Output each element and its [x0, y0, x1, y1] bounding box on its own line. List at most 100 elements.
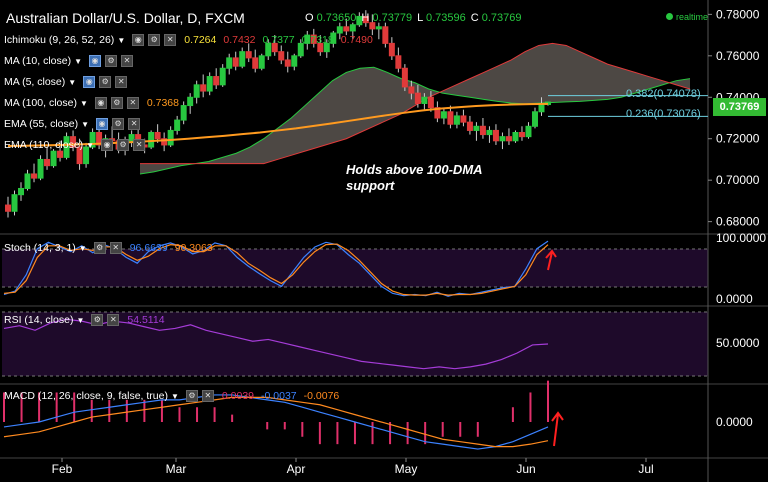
eye-icon[interactable]: ◉ [101, 139, 114, 151]
settings-icon[interactable]: ⚙ [93, 242, 106, 254]
candle-body [24, 173, 31, 189]
macd-signal-line [3, 396, 549, 448]
candle-body [505, 136, 512, 142]
settings-icon[interactable]: ⚙ [91, 314, 104, 326]
eye-icon[interactable]: ◉ [132, 34, 145, 46]
candle-body [427, 96, 434, 109]
chevron-down-icon[interactable]: ▼ [81, 119, 90, 129]
realtime-dot-icon [666, 13, 673, 20]
y-tick-label: 0.78000 [716, 7, 760, 21]
close-icon[interactable]: ✕ [164, 34, 177, 46]
chevron-down-icon[interactable]: ▼ [78, 243, 87, 253]
fib-label-382: 0.382(0.74078) [626, 88, 701, 100]
settings-icon[interactable]: ⚙ [105, 55, 118, 67]
candle-body [499, 136, 506, 142]
indicator-row: EMA (55, close) ▼ ◉ ⚙ ✕ [4, 118, 141, 130]
candle-body [44, 158, 51, 167]
eye-icon[interactable]: ◉ [96, 118, 109, 130]
candle-body [31, 173, 38, 179]
macd-legend: MACD (12, 26, close, 9, false, true) ▼ ⚙ ✕… [4, 390, 339, 402]
stoch-label[interactable]: Stoch (14, 3, 1) [4, 242, 76, 254]
close-icon[interactable]: ✕ [201, 390, 214, 402]
stoch-k-value: 96.6639 [129, 242, 168, 254]
eye-icon[interactable]: ◉ [94, 97, 107, 109]
candle-body [369, 22, 376, 30]
eye-icon[interactable]: ◉ [89, 55, 102, 67]
indicator-value: 0.7264 [184, 34, 217, 46]
settings-icon[interactable]: ⚙ [110, 97, 123, 109]
candle-body [343, 26, 350, 32]
candle-body [83, 146, 90, 165]
close-icon[interactable]: ✕ [109, 242, 122, 254]
x-tick-label: Jul [638, 462, 653, 476]
candle-body [206, 76, 213, 92]
settings-icon[interactable]: ⚙ [148, 34, 161, 46]
indicator-label[interactable]: EMA (110, close) [4, 139, 84, 151]
ichimoku-cloud [140, 43, 690, 174]
chevron-down-icon[interactable]: ▼ [170, 391, 179, 401]
rsi-label[interactable]: RSI (14, close) [4, 314, 74, 326]
ohlc-value: 0.73779 [369, 12, 413, 24]
candle-body [323, 42, 330, 53]
candle-body [473, 125, 480, 131]
chevron-down-icon[interactable]: ▼ [68, 77, 77, 87]
candle-body [466, 121, 473, 131]
close-icon[interactable]: ✕ [121, 55, 134, 67]
close-icon[interactable]: ✕ [128, 118, 141, 130]
chevron-down-icon[interactable]: ▼ [79, 98, 88, 108]
x-tick-label: Feb [52, 462, 73, 476]
settings-icon[interactable]: ⚙ [99, 76, 112, 88]
candle-body [252, 57, 259, 69]
indicator-row: EMA (110, close) ▼ ◉ ⚙ ✕ [4, 139, 146, 151]
candle-body [284, 59, 291, 67]
candle-body [148, 132, 155, 148]
candle-body [200, 84, 207, 92]
settings-icon[interactable]: ⚙ [185, 390, 198, 402]
settings-icon[interactable]: ⚙ [112, 118, 125, 130]
candle-body [362, 15, 369, 24]
realtime-indicator: realtime [666, 12, 708, 22]
chevron-down-icon[interactable]: ▼ [117, 35, 126, 45]
indicator-label[interactable]: MA (100, close) [4, 97, 77, 109]
candle-body [291, 55, 298, 67]
close-icon[interactable]: ✕ [107, 314, 120, 326]
close-icon[interactable]: ✕ [115, 76, 128, 88]
chevron-down-icon[interactable]: ▼ [74, 56, 83, 66]
indicator-label[interactable]: MA (10, close) [4, 55, 72, 67]
candle-body [271, 42, 278, 53]
indicator-label[interactable]: Ichimoku (9, 26, 52, 26) [4, 34, 115, 46]
indicator-value: 0.7377 [262, 34, 295, 46]
macd-label[interactable]: MACD (12, 26, close, 9, false, true) [4, 390, 168, 402]
candle-body [50, 150, 57, 167]
macd-hist-value: 0.0039 [221, 390, 255, 402]
ohlc-value: 0.73650 [313, 12, 357, 24]
eye-icon[interactable]: ◉ [83, 76, 96, 88]
close-icon[interactable]: ✕ [133, 139, 146, 151]
candle-body [330, 32, 337, 44]
candle-body [440, 111, 447, 119]
indicator-label[interactable]: EMA (55, close) [4, 118, 79, 130]
close-icon[interactable]: ✕ [126, 97, 139, 109]
chevron-down-icon[interactable]: ▼ [86, 140, 95, 150]
stoch-up-arrow [545, 249, 557, 271]
candle-body [89, 132, 96, 148]
candle-body [525, 125, 532, 138]
macd-line-value: -0.0037 [261, 390, 297, 402]
candle-body [63, 136, 70, 158]
fib-label-236: 0.236(0.73076) [626, 108, 701, 120]
indicator-value: 0.7318 [301, 34, 334, 46]
candle-body [453, 115, 460, 125]
candle-body [5, 204, 11, 212]
ohlc-readout: O 0.73650 H 0.73779 L 0.73596 C 0.73769 [300, 12, 522, 24]
settings-icon[interactable]: ⚙ [117, 139, 130, 151]
candle-body [408, 86, 415, 94]
chevron-down-icon[interactable]: ▼ [76, 315, 85, 325]
candle-body [232, 57, 239, 67]
indicator-label[interactable]: MA (5, close) [4, 76, 66, 88]
macd-up-arrow [551, 411, 564, 447]
macd-signal-value: -0.0076 [303, 390, 340, 402]
candle-body [395, 55, 402, 69]
candle-body [187, 96, 194, 107]
candle-body [512, 132, 519, 142]
